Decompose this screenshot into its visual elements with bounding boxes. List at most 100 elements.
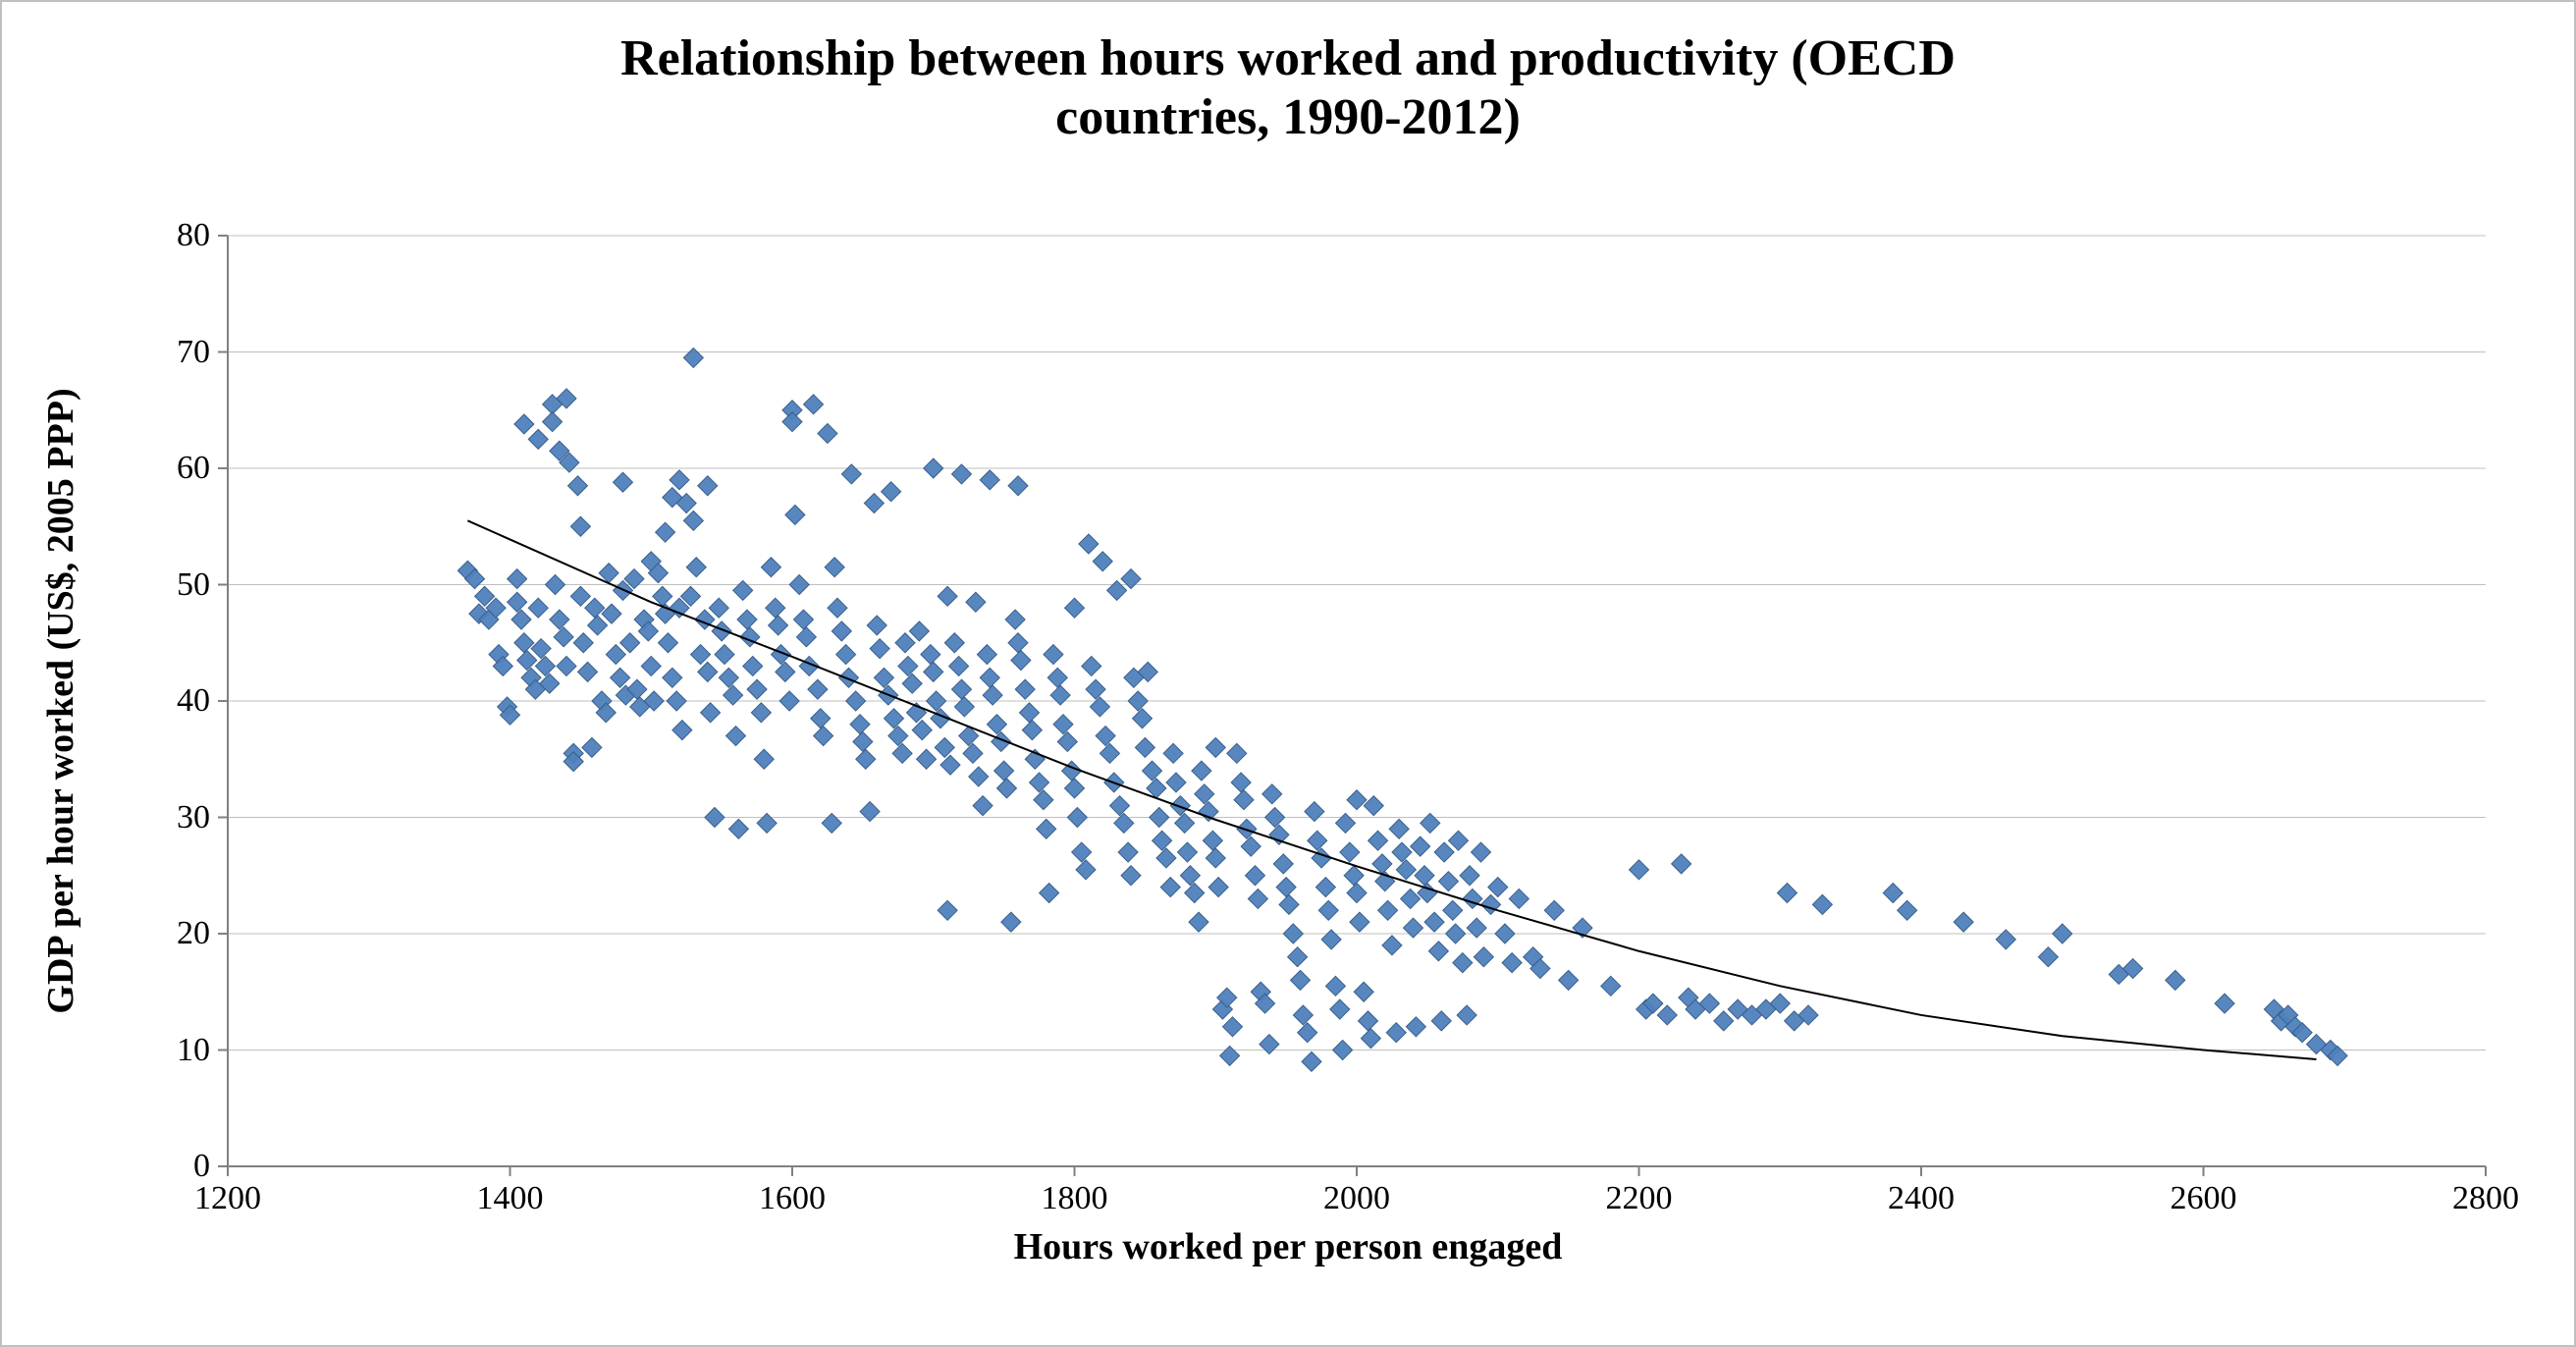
data-point (1107, 580, 1127, 600)
data-point (1050, 685, 1070, 705)
data-point (1336, 813, 1356, 833)
data-point (1153, 831, 1172, 850)
data-point (531, 639, 551, 659)
data-point (1121, 569, 1141, 589)
chart-title: Relationship between hours worked and pr… (2, 29, 2574, 147)
data-point (672, 721, 692, 740)
data-point (1344, 866, 1364, 886)
data-point (1657, 1005, 1677, 1025)
data-point (1206, 737, 1225, 757)
data-point (1428, 942, 1448, 961)
data-point (846, 691, 866, 711)
data-point (1474, 947, 1493, 967)
data-point (611, 668, 630, 687)
data-point (719, 668, 738, 687)
data-point (2215, 994, 2234, 1013)
data-point (1361, 1029, 1380, 1049)
data-point (588, 616, 608, 635)
data-point (743, 656, 763, 675)
data-point (966, 592, 986, 612)
data-point (949, 656, 969, 675)
data-point (1096, 727, 1115, 746)
chart-container: Relationship between hours worked and pr… (0, 0, 2576, 1347)
data-point (1220, 1046, 1240, 1065)
data-point (701, 703, 721, 723)
data-point (1178, 842, 1198, 862)
data-point (1396, 860, 1416, 880)
data-point (550, 610, 569, 629)
data-point (898, 656, 918, 675)
data-point (614, 472, 633, 492)
data-point (1203, 831, 1222, 850)
data-point (794, 610, 814, 629)
data-point (2038, 947, 2058, 967)
y-tick-label: 80 (177, 217, 210, 254)
data-point (1044, 645, 1063, 665)
y-tick-label: 10 (177, 1032, 210, 1069)
data-point (2166, 970, 2185, 990)
data-point (944, 633, 964, 653)
plot-area (228, 236, 2486, 1166)
data-point (698, 476, 718, 496)
data-point (1630, 860, 1649, 880)
trendline (467, 520, 2316, 1059)
data-point (1189, 912, 1208, 932)
data-point (921, 645, 940, 665)
data-point (663, 668, 682, 687)
x-tick-label: 2200 (1606, 1180, 1673, 1217)
data-point (535, 656, 555, 675)
data-point (585, 598, 605, 618)
data-point (818, 423, 837, 443)
data-point (1114, 813, 1134, 833)
data-point (698, 662, 718, 681)
data-point (641, 656, 661, 675)
data-point (667, 691, 686, 711)
data-point (1340, 842, 1360, 862)
data-point (570, 586, 590, 606)
data-point (980, 470, 999, 490)
data-point (715, 645, 734, 665)
data-point (1446, 924, 1466, 943)
data-point (870, 639, 889, 659)
data-point (836, 645, 856, 665)
data-point (1020, 703, 1040, 723)
data-point (1481, 894, 1501, 914)
data-point (808, 679, 828, 699)
data-point (554, 627, 573, 647)
data-point (1022, 721, 1042, 740)
data-point (1996, 930, 2015, 949)
data-point (1260, 1035, 1279, 1054)
data-point (1406, 1017, 1425, 1037)
data-point (856, 749, 876, 769)
data-point (769, 616, 788, 635)
data-point (1086, 679, 1105, 699)
data-point (954, 697, 974, 717)
data-point (977, 645, 996, 665)
data-point (1293, 1005, 1313, 1025)
data-point (980, 668, 999, 687)
data-point (1133, 709, 1153, 728)
data-point (924, 662, 943, 681)
data-point (1279, 894, 1299, 914)
data-point (1954, 912, 1973, 932)
data-point (997, 779, 1017, 798)
data-point (1135, 737, 1154, 757)
data-point (1495, 924, 1515, 943)
data-point (1453, 953, 1473, 973)
data-point (1065, 598, 1085, 618)
data-point (811, 709, 831, 728)
data-point (973, 796, 993, 816)
data-point (822, 813, 841, 833)
data-point (724, 685, 743, 705)
data-point (737, 610, 757, 629)
data-point (1223, 1017, 1243, 1037)
data-point (1199, 802, 1218, 822)
data-point (1488, 878, 1508, 897)
data-point (1015, 679, 1035, 699)
data-point (1163, 743, 1183, 763)
data-point (874, 668, 893, 687)
data-point (1206, 848, 1225, 868)
x-tick-label: 2000 (1323, 1180, 1390, 1217)
data-point (1185, 884, 1205, 903)
data-point (885, 709, 904, 728)
